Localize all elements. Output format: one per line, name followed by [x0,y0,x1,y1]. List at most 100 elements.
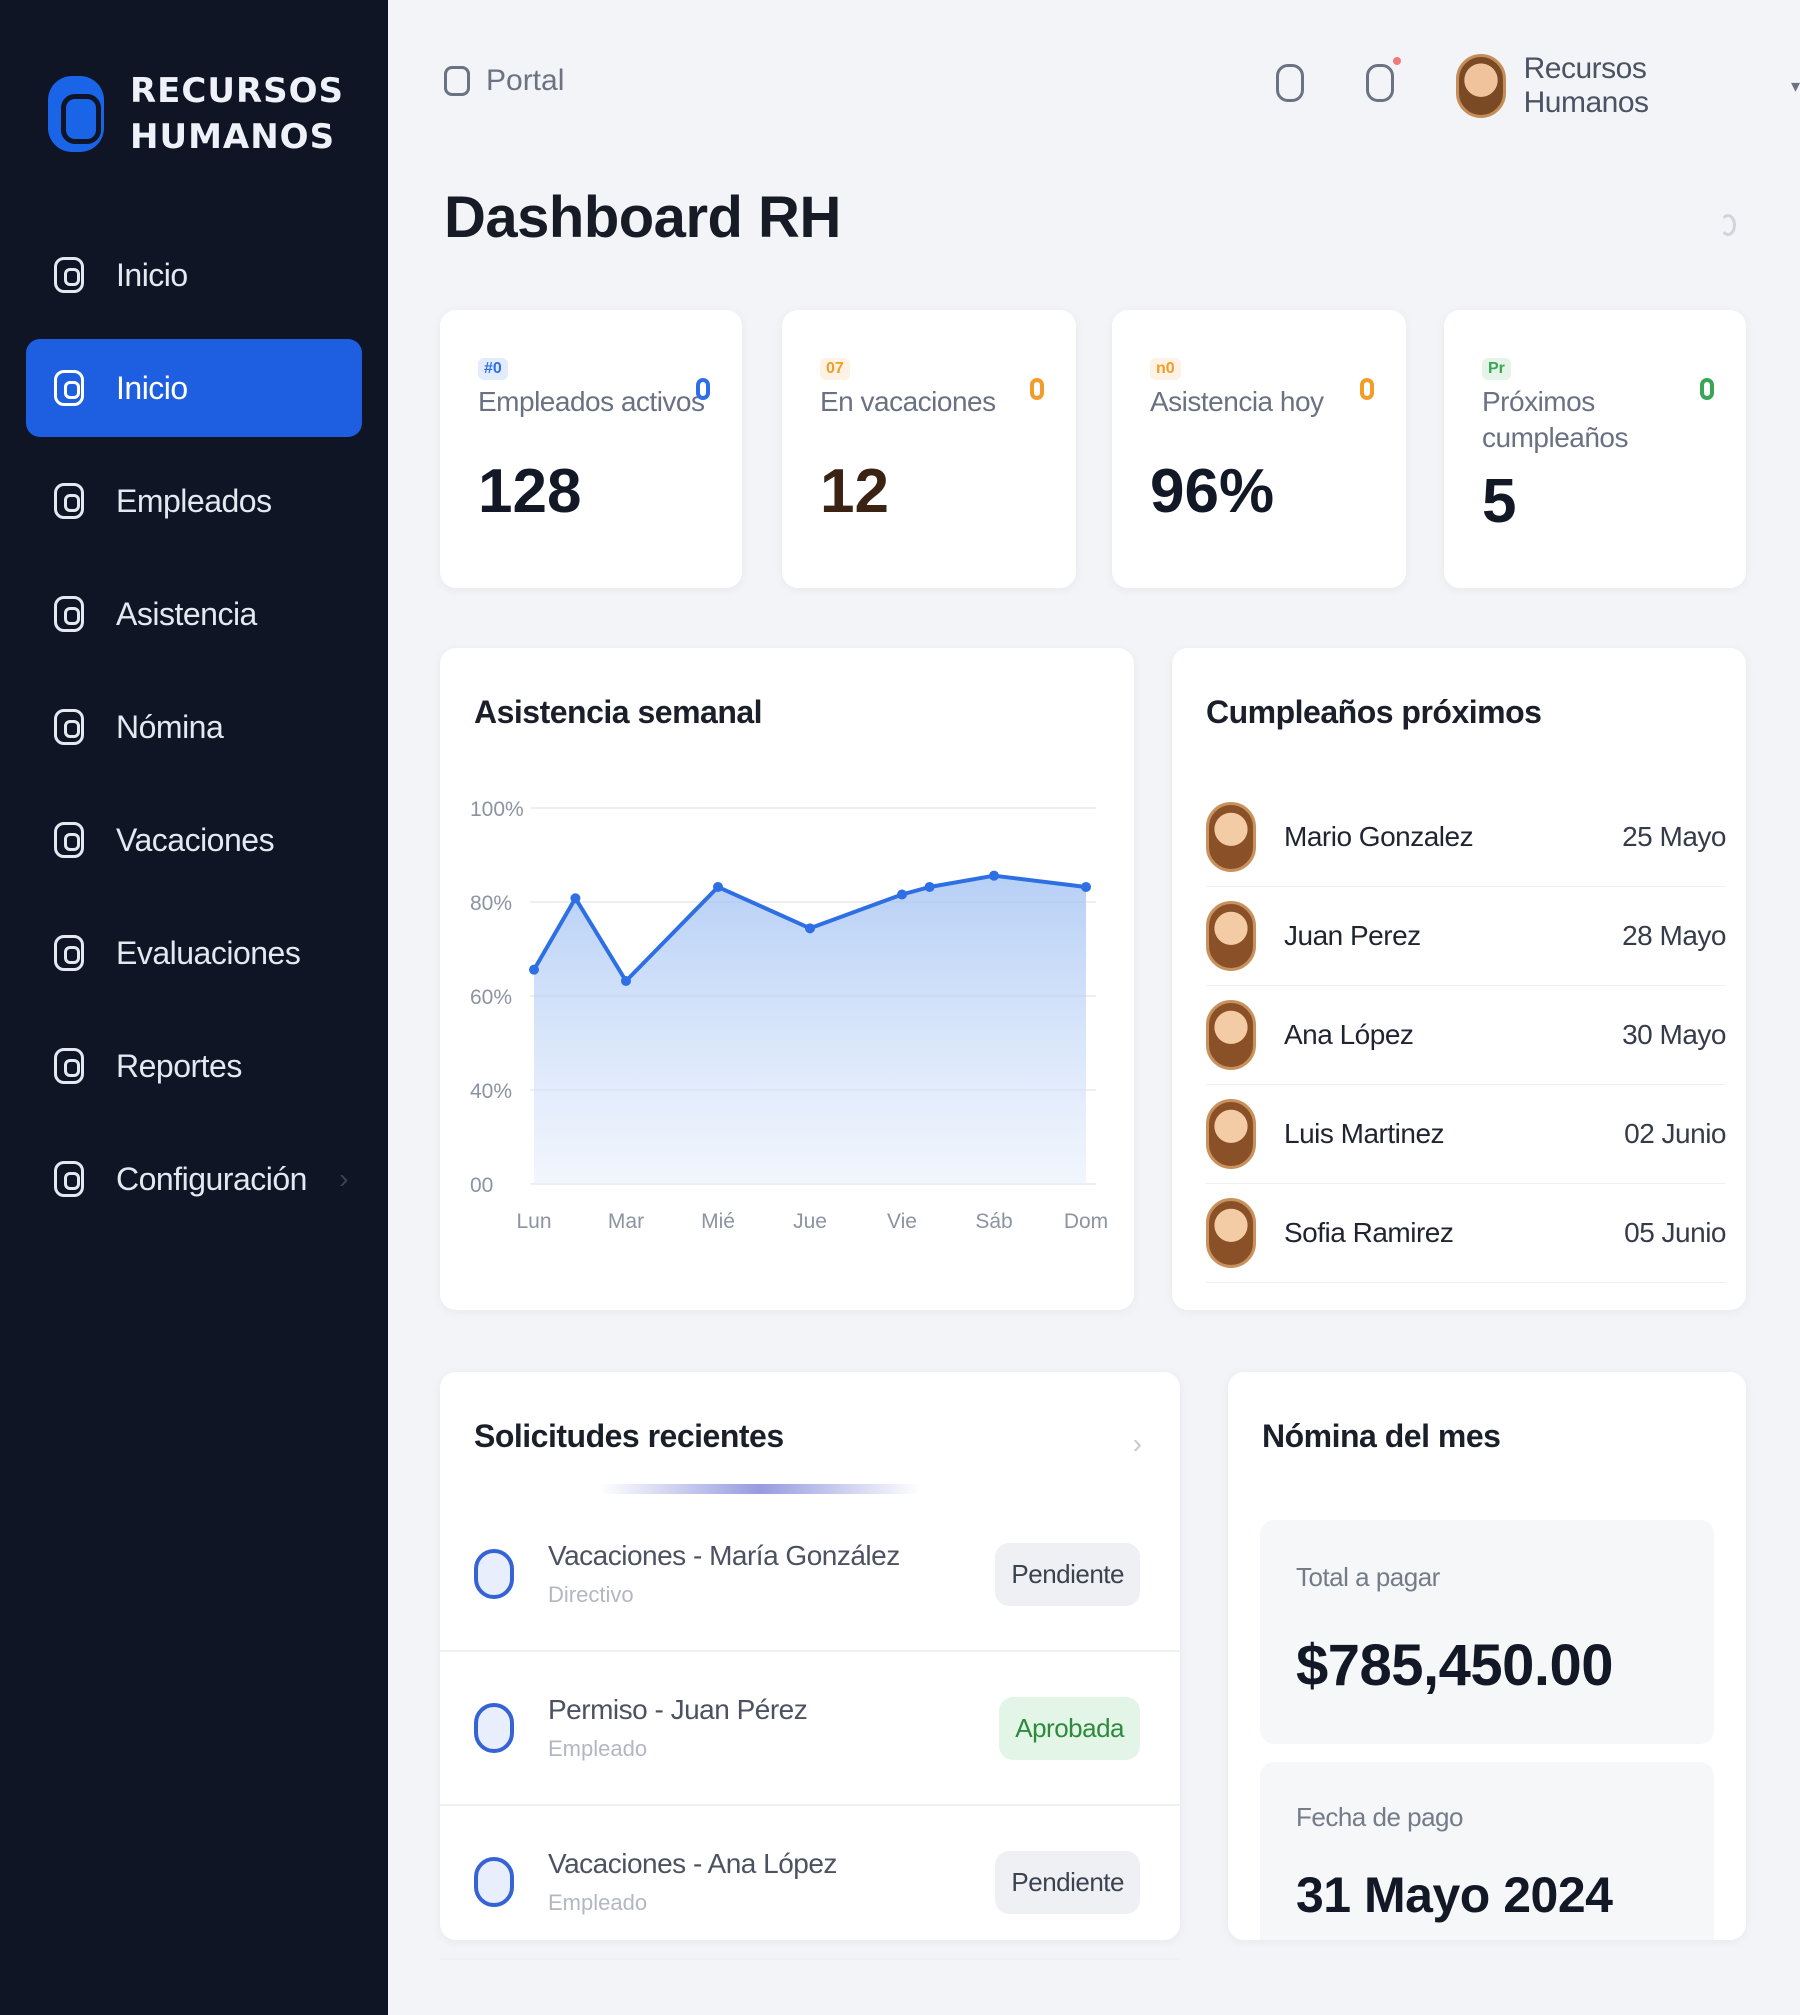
birthday-name: Juan Perez [1284,920,1421,951]
birthday-row[interactable]: Sofia Ramirez 05 Junio [1206,1184,1726,1283]
home-icon [444,66,470,96]
sidebar-item-4[interactable]: Nómina [26,678,362,776]
birthday-row[interactable]: Ana López 30 Mayo [1206,986,1726,1085]
requests-card: Solicitudes recientes › Vacaciones - Mar… [440,1372,1180,1960]
stat-tag: #0 [478,358,508,380]
request-text: Vacaciones - Ana López Empleado [548,1848,837,1916]
data-point [805,923,815,934]
attendance-chart: 100% 80% 60% 40% 00 Lun Mar Mié Jue Vie Sáb Dom [470,798,1108,1233]
status-badge[interactable]: Aprobada [999,1696,1140,1760]
stat-value: 128 [478,457,582,526]
birthday-name: Sofia Ramirez [1284,1217,1454,1248]
sidebar-item-label: Inicio [116,369,188,406]
sidebar-item-8[interactable]: Configuración › [26,1130,362,1228]
gear-icon [54,1161,84,1197]
payroll-total-box: Total a pagar $785,450.00 [1260,1520,1714,1744]
sidebar: RECURSOS HUMANOS Inicio Inicio Empleados As… [0,0,388,2015]
sidebar-item-label: Vacaciones [116,821,275,858]
birthday-date: 02 Junio [1624,1118,1726,1149]
request-subtitle: Empleado [548,1890,648,1915]
refresh-icon[interactable] [1720,214,1736,236]
brand-line-2: HUMANOS [130,117,336,157]
payroll-card: Nómina del mes Total a pagar $785,450.00… [1228,1372,1746,1940]
request-row[interactable]: Vacaciones - María González Directivo Pend… [440,1498,1180,1652]
request-icon[interactable] [474,1857,514,1907]
data-point [897,889,907,900]
request-icon[interactable] [474,1549,514,1599]
avatar [1206,802,1256,872]
sidebar-item-label: Inicio [116,256,188,293]
stat-card-0[interactable]: #0 Empleados activos 128 [440,310,742,588]
stat-card-3[interactable]: Pr Próximos cumpleaños 5 [1444,310,1746,588]
birthday-date: 28 Mayo [1622,920,1726,951]
avatar [1206,1198,1256,1268]
payroll-icon [54,709,84,745]
payroll-total-label: Total a pagar [1296,1562,1440,1592]
y-tick-label: 100% [470,798,524,821]
birthday-row[interactable]: Mario Gonzalez 25 Mayo [1206,788,1726,887]
sidebar-item-1[interactable]: Inicio [26,339,362,437]
request-title: Vacaciones - Ana López [548,1848,837,1879]
stat-label: Empleados activos [478,386,705,417]
sidebar-item-2[interactable]: Empleados [26,452,362,550]
topbar: Portal Recursos Humanos ▾ [388,0,1800,170]
birthdays-title: Cumpleaños próximos [1206,694,1542,730]
request-title: Vacaciones - María González [548,1540,900,1571]
x-tick-label: Jue [793,1210,827,1233]
request-title: Permiso - Juan Pérez [548,1694,808,1725]
sidebar-item-6[interactable]: Evaluaciones [26,904,362,1002]
home-icon [54,257,84,293]
x-tick-label: Vie [887,1210,917,1233]
data-point [570,893,581,904]
stat-card-1[interactable]: 07 En vacaciones 12 [782,310,1076,588]
brand[interactable]: RECURSOS HUMANOS [48,68,344,160]
sidebar-item-label: Asistencia [116,595,257,632]
user-menu[interactable]: Recursos Humanos ▾ [1456,52,1800,120]
scroll-indicator [600,1484,920,1494]
status-badge[interactable]: Pendiente [995,1542,1140,1606]
request-icon[interactable] [474,1703,514,1753]
notification-dot [1393,57,1401,65]
stat-indicator-icon [1030,378,1044,400]
payroll-total-value: $785,450.00 [1296,1633,1614,1698]
birthday-row[interactable]: Luis Martinez 02 Junio [1206,1085,1726,1184]
sidebar-item-label: Evaluaciones [116,934,301,971]
birthday-name: Luis Martinez [1284,1118,1445,1149]
attendance-title: Asistencia semanal [474,694,763,730]
brand-line-1: RECURSOS [130,71,345,111]
request-subtitle: Directivo [548,1582,634,1607]
x-tick-label: Sáb [975,1210,1012,1233]
data-point [1081,881,1091,892]
birthday-row[interactable]: Juan Perez 28 Mayo [1206,887,1726,986]
search-icon[interactable] [1276,64,1304,102]
chevron-right-icon[interactable]: › [1132,1428,1142,1459]
data-point [621,975,631,986]
request-row[interactable]: Vacaciones - Ana López Empleado Pendiente [440,1806,1180,1960]
breadcrumb-label: Portal [486,64,565,97]
y-tick-label: 00 [470,1174,493,1197]
series-area [534,875,1086,1184]
bell-icon[interactable] [1366,57,1401,102]
x-tick-label: Dom [1064,1210,1108,1233]
sidebar-item-0[interactable]: Inicio [26,226,362,324]
data-point [529,964,539,975]
status-badge[interactable]: Pendiente [995,1850,1140,1914]
stat-label: Próximos cumpleaños [1482,386,1628,453]
sidebar-item-label: Nómina [116,708,224,745]
stat-card-2[interactable]: n0 Asistencia hoy 96% [1112,310,1406,588]
report-icon [54,1048,84,1084]
sidebar-item-label: Configuración [116,1160,307,1197]
sidebar-item-3[interactable]: Asistencia [26,565,362,663]
calendar-icon [54,822,84,858]
stat-indicator-icon [1360,378,1374,400]
request-row[interactable]: Permiso - Juan Pérez Empleado Aprobada [440,1652,1180,1806]
chevron-right-icon: › [339,1163,348,1194]
sidebar-item-5[interactable]: Vacaciones [26,791,362,889]
clock-icon [54,596,84,632]
stat-label: Asistencia hoy [1150,386,1324,417]
page-title: Dashboard RH [444,185,841,250]
stat-value: 96% [1150,457,1275,526]
avatar [1206,1099,1256,1169]
sidebar-item-7[interactable]: Reportes [26,1017,362,1115]
breadcrumb[interactable]: Portal [444,64,564,98]
